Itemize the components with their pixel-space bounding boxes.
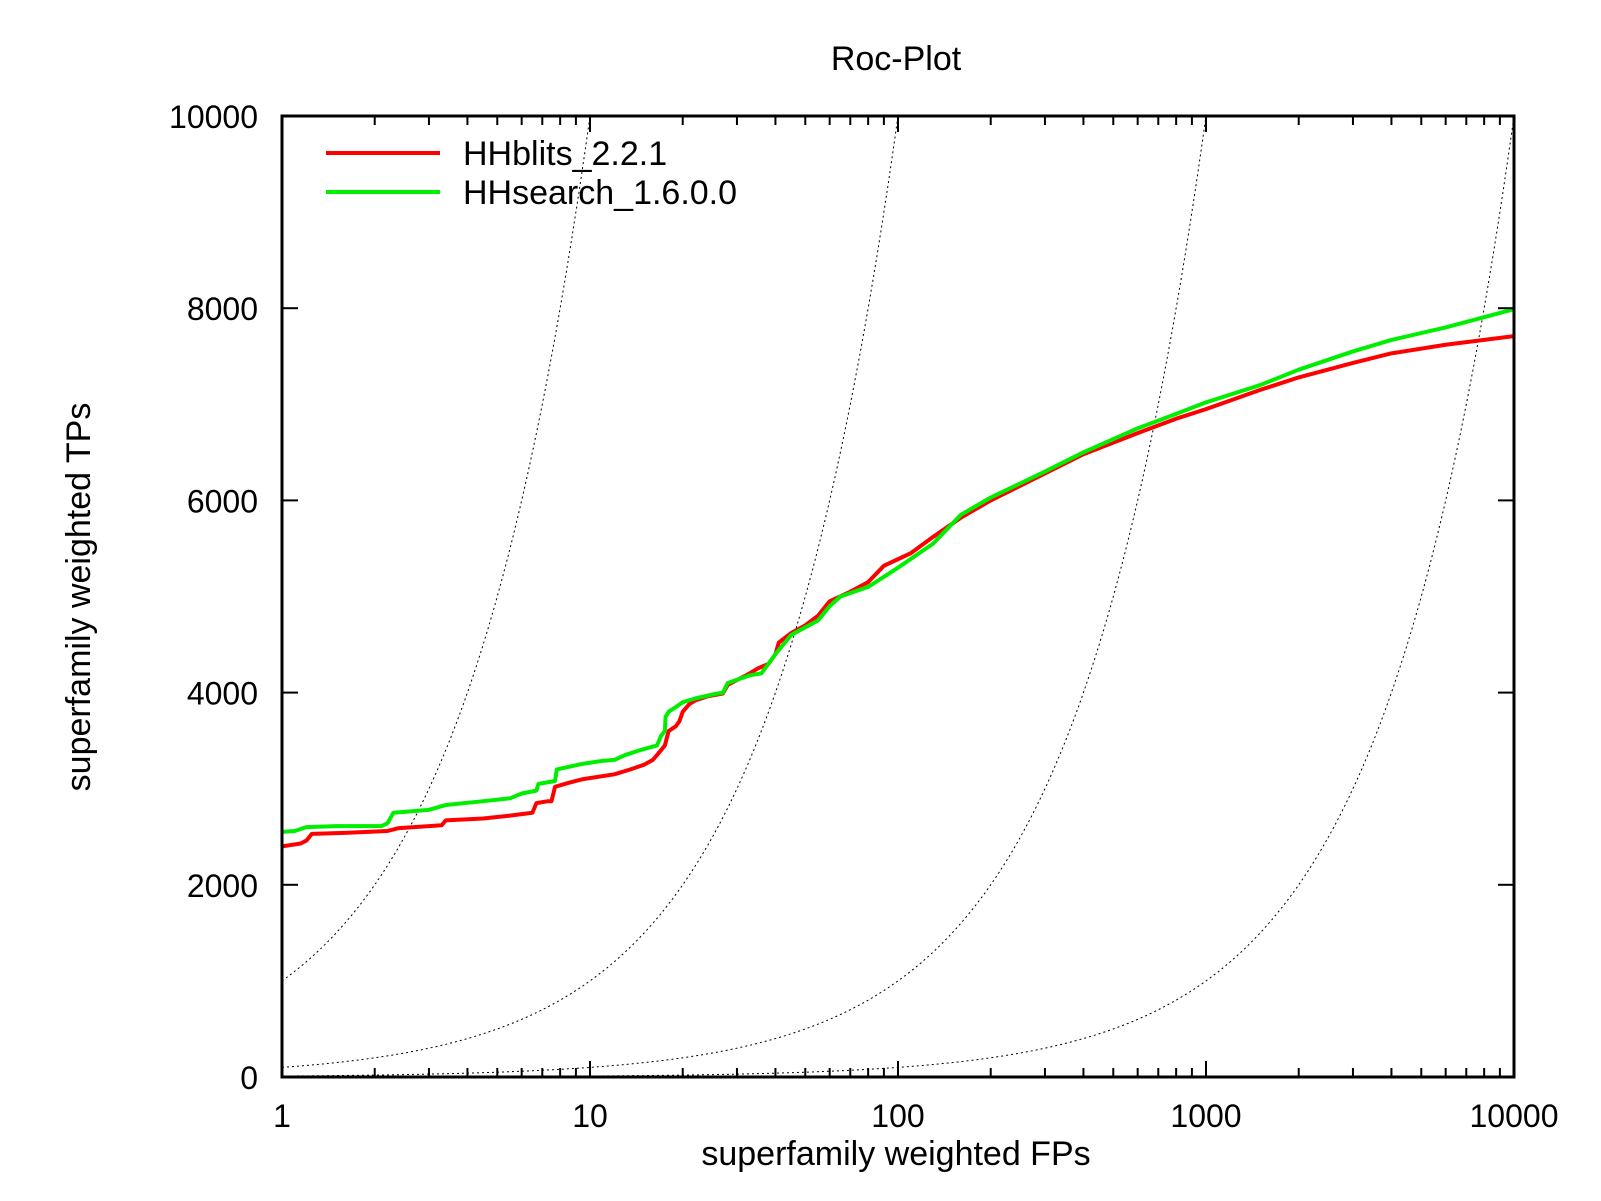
y-axis-title: superfamily weighted TPs bbox=[60, 403, 98, 792]
x-tick-label: 1 bbox=[273, 1098, 291, 1134]
data-series bbox=[282, 307, 1514, 849]
series-line-hhsearch bbox=[282, 307, 1514, 834]
reference-curve-4 bbox=[282, 116, 1514, 1077]
y-tick-label: 6000 bbox=[187, 483, 258, 519]
x-tick-label: 10000 bbox=[1470, 1098, 1559, 1134]
reference-curves bbox=[282, 116, 1514, 1077]
x-tick-label: 1000 bbox=[1170, 1098, 1241, 1134]
legend-label-hhblits: HHblits_2.2.1 bbox=[463, 135, 667, 173]
x-tick-label: 10 bbox=[572, 1098, 608, 1134]
y-tick-label: 4000 bbox=[187, 676, 258, 712]
reference-curve-1 bbox=[282, 116, 591, 982]
y-tick-label: 2000 bbox=[187, 868, 258, 904]
y-tick-label: 10000 bbox=[169, 99, 258, 135]
plot-frame bbox=[280, 114, 1516, 1079]
y-tick-label: 8000 bbox=[187, 291, 258, 327]
x-axis-title: superfamily weighted FPs bbox=[701, 1135, 1090, 1173]
legend: HHblits_2.2.1 HHsearch_1.6.0.0 bbox=[326, 135, 737, 212]
x-axis-ticks: 1 10 100 1000 10000 bbox=[273, 116, 1558, 1134]
y-tick-label: 0 bbox=[240, 1060, 258, 1096]
reference-curve-2 bbox=[282, 116, 899, 1068]
y-axis-ticks: 0 2000 4000 6000 8000 10000 bbox=[169, 99, 1514, 1096]
series-line-hhblits bbox=[282, 334, 1514, 849]
reference-curve-3 bbox=[282, 116, 1207, 1077]
legend-label-hhsearch: HHsearch_1.6.0.0 bbox=[463, 174, 737, 212]
chart-title: Roc-Plot bbox=[831, 40, 962, 78]
x-tick-label: 100 bbox=[871, 1098, 924, 1134]
